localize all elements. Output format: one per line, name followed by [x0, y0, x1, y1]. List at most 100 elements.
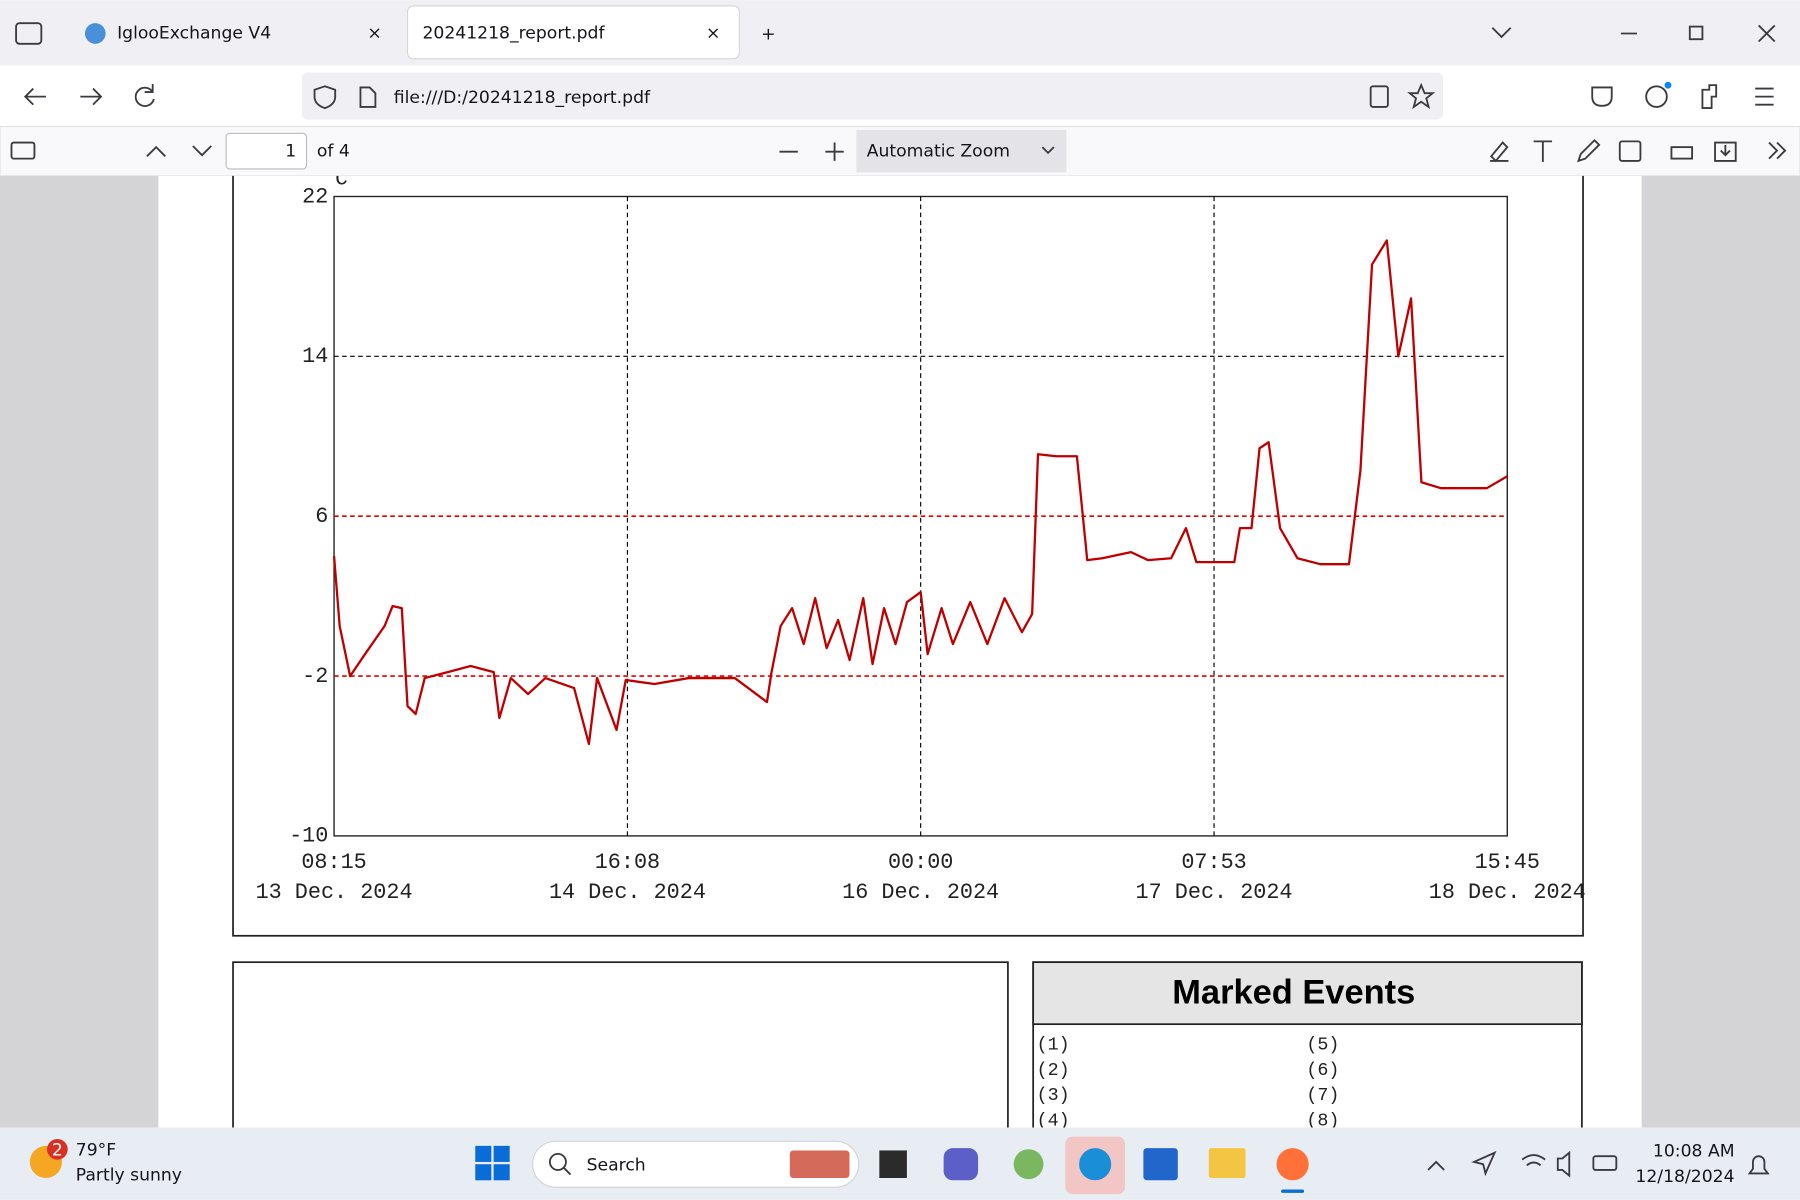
weather-condition: Partly sunny: [76, 1166, 182, 1186]
sidebar-toggle[interactable]: [10, 141, 36, 160]
teams-app[interactable]: [943, 1148, 979, 1181]
reload[interactable]: [134, 83, 155, 107]
explorer-app[interactable]: [1208, 1148, 1246, 1178]
x-tick-label: 16 Dec. 2024: [842, 880, 999, 905]
page-count: of 4: [317, 142, 350, 162]
active-tab[interactable]: 20241218_report.pdf ×: [406, 5, 740, 60]
tray-overflow[interactable]: [1427, 1160, 1445, 1171]
extensions[interactable]: [1701, 84, 1718, 110]
account[interactable]: [1645, 85, 1668, 108]
x-tick-label: 14 Dec. 2024: [549, 880, 706, 905]
tab-strip: [0, 0, 1800, 66]
close-window[interactable]: [1758, 24, 1776, 43]
zoom-arrow: [1041, 146, 1055, 155]
url[interactable]: file:///D:/20241218_report.pdf: [394, 88, 651, 108]
edge-app[interactable]: [1079, 1148, 1112, 1181]
tab-title: 20241218_report.pdf: [422, 23, 605, 43]
text-tool[interactable]: [1533, 140, 1553, 163]
x-tick-label: 16:08: [595, 850, 660, 875]
task-view[interactable]: [879, 1150, 907, 1178]
firefox-app[interactable]: [1276, 1148, 1309, 1181]
more-tools[interactable]: [1768, 141, 1787, 160]
new-tab[interactable]: +: [761, 25, 775, 45]
zoom-in[interactable]: [825, 142, 844, 161]
active-indicator: [1281, 1189, 1305, 1193]
y-tick-label: -2: [302, 664, 328, 689]
x-tick-label: 00:00: [888, 850, 953, 875]
chart-frame: [232, 175, 1584, 937]
y-tick-label: 22: [302, 184, 328, 209]
bookmark[interactable]: [1407, 82, 1436, 110]
tab[interactable]: IglooExchange V4 ×: [84, 23, 382, 44]
tab-overflow[interactable]: [1491, 27, 1512, 39]
tab-icon: [84, 23, 106, 44]
event-label: (3): [1037, 1085, 1070, 1106]
menu[interactable]: [1755, 87, 1774, 106]
tab-close[interactable]: ×: [367, 23, 381, 43]
zoom-value: Automatic Zoom: [867, 142, 1010, 162]
back[interactable]: [23, 87, 46, 106]
url-field[interactable]: [301, 72, 1443, 120]
x-tick-label: 18 Dec. 2024: [1429, 880, 1586, 905]
restore[interactable]: [1688, 25, 1704, 41]
tab-background: [406, 5, 740, 60]
battery-icon[interactable]: [1592, 1155, 1618, 1171]
account-badge: [1664, 81, 1672, 89]
file-icon: [359, 86, 377, 108]
highlight-tool[interactable]: [1489, 141, 1509, 163]
weather-badge: 2: [52, 1140, 63, 1160]
tab-title: IglooExchange V4: [117, 23, 271, 43]
save[interactable]: [1714, 141, 1737, 162]
copilot-app[interactable]: [1013, 1149, 1044, 1180]
viewer: C -10 -2 6 14 22 08:15 13 Dec. 2024 16:08 14 Dec…: [0, 169, 1800, 1131]
event-label: (8): [1306, 1110, 1339, 1131]
search-icon-handle: [562, 1167, 572, 1176]
location-icon[interactable]: [1471, 1150, 1497, 1177]
tab-close[interactable]: ×: [706, 23, 720, 43]
previous-page[interactable]: [146, 145, 166, 157]
reader-view[interactable]: [1369, 85, 1389, 108]
image-tool[interactable]: [1618, 140, 1642, 162]
draw-tool[interactable]: [1576, 138, 1601, 163]
x-tick-label: 15:45: [1475, 850, 1540, 875]
clock-date[interactable]: 12/18/2024: [1635, 1167, 1734, 1187]
tab-list-button[interactable]: [15, 22, 43, 45]
y-tick-label: -10: [289, 824, 328, 849]
clock-time[interactable]: 10:08 AM: [1653, 1142, 1735, 1162]
search-icon: [548, 1152, 567, 1171]
event-label: (6): [1306, 1060, 1339, 1081]
x-tick-label: 17 Dec. 2024: [1136, 880, 1293, 905]
pocket[interactable]: [1591, 86, 1613, 107]
y-unit: C: [335, 169, 347, 192]
wifi-icon[interactable]: [1521, 1154, 1546, 1167]
notes-box: [232, 961, 1009, 1128]
temperature-line: [332, 239, 1508, 746]
store-app[interactable]: [1143, 1148, 1178, 1181]
search-box[interactable]: [532, 1140, 860, 1188]
event-label: (2): [1037, 1060, 1070, 1081]
volume-icon[interactable]: [1556, 1150, 1571, 1178]
page-input[interactable]: [225, 132, 308, 170]
shield-icon[interactable]: [313, 85, 337, 110]
notifications[interactable]: [1747, 1155, 1770, 1175]
next-page[interactable]: [192, 145, 212, 157]
search-text: Search: [587, 1155, 646, 1175]
page-number[interactable]: 1: [285, 142, 296, 162]
weather-badge-bg: [47, 1138, 68, 1160]
chart: C -10 -2 6 14 22 08:15 13 Dec. 2024 16:08 14 Dec…: [256, 169, 1586, 905]
event-label: (7): [1306, 1085, 1339, 1106]
event-label: (5): [1306, 1035, 1339, 1056]
events-list: (1) (2) (3) (4) (5) (6) (7) (8): [1037, 1035, 1340, 1131]
event-label: (4): [1037, 1110, 1070, 1131]
print[interactable]: [1670, 146, 1694, 160]
start-button[interactable]: [475, 1145, 510, 1181]
x-tick-label: 08:15: [301, 850, 366, 875]
forward[interactable]: [80, 87, 103, 106]
x-tick-label: 13 Dec. 2024: [256, 880, 413, 905]
x-tick-label: 07:53: [1181, 850, 1246, 875]
zoom-select[interactable]: [856, 129, 1067, 173]
search-highlight: [789, 1150, 850, 1178]
events-title: Marked Events: [1172, 973, 1415, 1011]
